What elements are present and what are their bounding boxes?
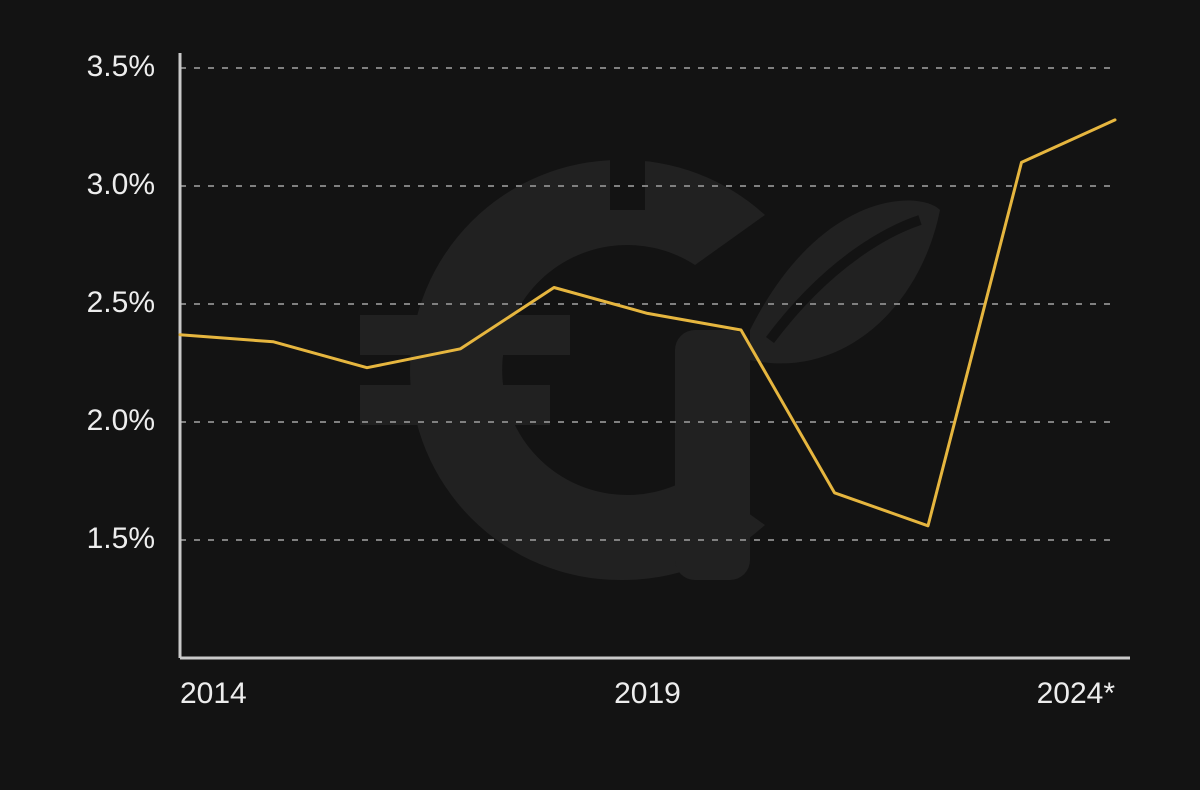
y-tick-label: 2.0% [87, 404, 155, 437]
line-chart: 1.5% 2.0% 2.5% 3.0% 3.5% 2014 2019 2024* [0, 0, 1200, 790]
x-tick-label: 2014 [180, 677, 247, 710]
x-tick-label: 2024* [1037, 677, 1116, 710]
chart-svg: 1.5% 2.0% 2.5% 3.0% 3.5% 2014 2019 2024* [0, 0, 1200, 790]
y-tick-label: 1.5% [87, 522, 155, 555]
y-tick-label: 3.0% [87, 168, 155, 201]
x-tick-label: 2019 [614, 677, 681, 710]
y-tick-label: 3.5% [87, 50, 155, 83]
y-tick-label: 2.5% [87, 286, 155, 319]
